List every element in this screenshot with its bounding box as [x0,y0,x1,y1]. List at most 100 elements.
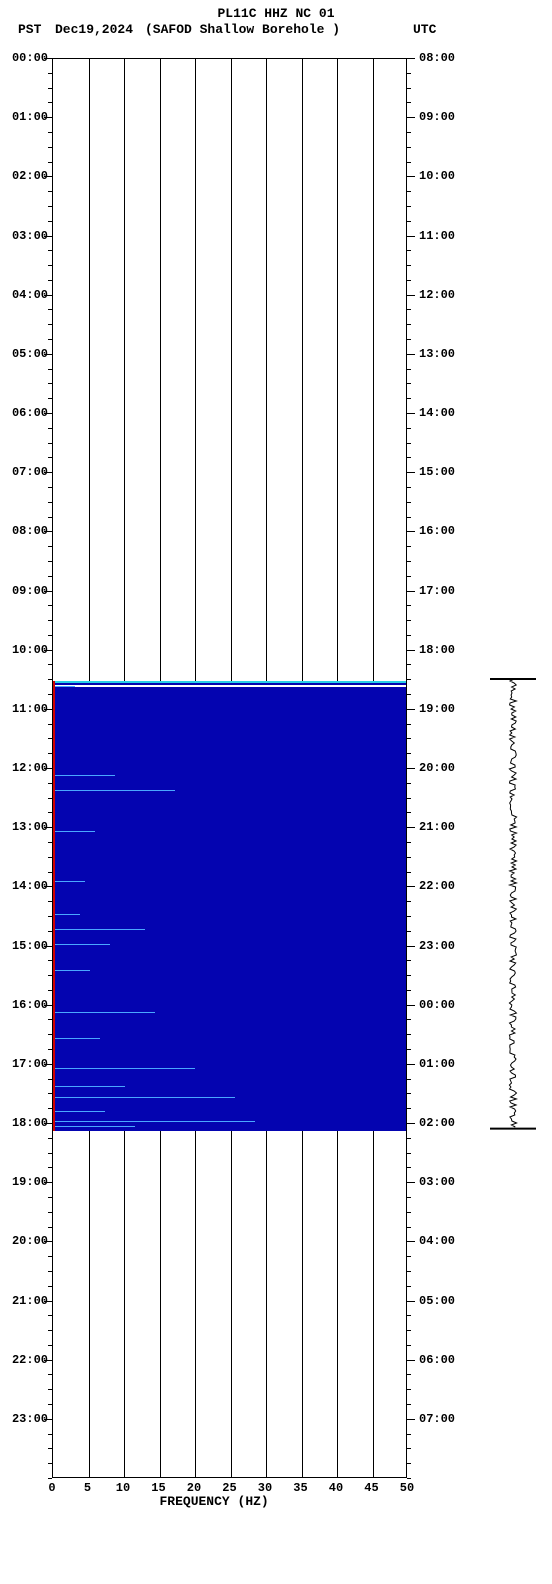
y-minor-tick [48,1108,52,1109]
x-tick-label: 10 [103,1481,143,1495]
y-minor-tick [407,413,411,414]
y-minor-tick [407,280,411,281]
y-minor-tick [48,990,52,991]
y-minor-tick [48,827,52,828]
y-minor-tick [407,265,411,266]
y-minor-tick [407,162,411,163]
y-minor-tick [407,88,411,89]
y-minor-tick [48,842,52,843]
y-minor-tick [407,309,411,310]
y-minor-tick [48,946,52,947]
y-tick-label-utc: 19:00 [419,702,455,716]
y-minor-tick [48,176,52,177]
event-streak [55,831,95,832]
y-tick-label-pst: 14:00 [4,879,48,893]
y-minor-tick [407,1123,411,1124]
y-minor-tick [48,1138,52,1139]
y-minor-tick [48,1345,52,1346]
y-minor-tick [48,1093,52,1094]
y-tick-label-pst: 15:00 [4,939,48,953]
y-minor-tick [407,1330,411,1331]
y-minor-tick [48,1330,52,1331]
y-minor-tick [48,1064,52,1065]
y-tick-label-pst: 01:00 [4,110,48,124]
event-streak [55,1121,255,1122]
right-timezone: UTC [413,22,436,37]
y-minor-tick [48,1212,52,1213]
y-minor-tick [407,576,411,577]
y-minor-tick [48,1256,52,1257]
y-minor-tick [407,369,411,370]
y-minor-tick [48,960,52,961]
event-streak [55,929,145,930]
y-minor-tick [407,1212,411,1213]
y-tick-label-pst: 03:00 [4,229,48,243]
chart-title: PL11C HHZ NC 01 [0,6,552,21]
event-streak [55,1111,105,1112]
y-minor-tick [407,872,411,873]
x-tick-label: 15 [139,1481,179,1495]
y-minor-tick [407,724,411,725]
y-minor-tick [48,1241,52,1242]
y-minor-tick [48,162,52,163]
y-minor-tick [48,339,52,340]
y-minor-tick [407,1138,411,1139]
y-minor-tick [48,1079,52,1080]
y-minor-tick [407,58,411,59]
y-minor-tick [48,931,52,932]
y-minor-tick [48,1360,52,1361]
y-minor-tick [407,1256,411,1257]
y-minor-tick [48,1005,52,1006]
y-minor-tick [407,709,411,710]
y-minor-tick [48,724,52,725]
y-minor-tick [407,1448,411,1449]
y-tick-label-pst: 11:00 [4,702,48,716]
y-tick-label-utc: 04:00 [419,1234,455,1248]
y-tick-label-utc: 06:00 [419,1353,455,1367]
y-tick-label-utc: 01:00 [419,1057,455,1071]
y-minor-tick [48,531,52,532]
date-label: Dec19,2024 [55,22,133,37]
y-tick-label-utc: 21:00 [419,820,455,834]
y-tick-label-pst: 19:00 [4,1175,48,1189]
y-minor-tick [407,487,411,488]
spectrogram-plot [52,58,407,1478]
y-minor-tick [407,1093,411,1094]
y-tick-label-pst: 02:00 [4,169,48,183]
y-minor-tick [407,1463,411,1464]
y-tick-label-pst: 06:00 [4,406,48,420]
y-tick-label-pst: 09:00 [4,584,48,598]
x-tick-label: 25 [210,1481,250,1495]
y-minor-tick [407,1019,411,1020]
y-minor-tick [48,1019,52,1020]
y-minor-tick [407,650,411,651]
y-minor-tick [407,1360,411,1361]
y-minor-tick [48,1227,52,1228]
y-tick-label-utc: 18:00 [419,643,455,657]
y-minor-tick [407,517,411,518]
event-streak [55,1097,235,1098]
y-minor-tick [48,916,52,917]
y-minor-tick [407,946,411,947]
event-streak [55,970,90,971]
y-minor-tick [407,561,411,562]
y-minor-tick [48,502,52,503]
y-minor-tick [407,1064,411,1065]
y-minor-tick [48,73,52,74]
y-minor-tick [407,443,411,444]
y-tick-label-pst: 17:00 [4,1057,48,1071]
spectrogram-data [53,681,406,1131]
y-tick-label-pst: 07:00 [4,465,48,479]
y-minor-tick [48,812,52,813]
y-minor-tick [48,88,52,89]
y-minor-tick [407,1286,411,1287]
y-minor-tick [407,1389,411,1390]
y-minor-tick [48,398,52,399]
y-minor-tick [407,1049,411,1050]
y-minor-tick [407,857,411,858]
x-tick-label: 20 [174,1481,214,1495]
y-minor-tick [407,916,411,917]
y-minor-tick [48,591,52,592]
y-minor-tick [48,250,52,251]
y-minor-tick [407,960,411,961]
